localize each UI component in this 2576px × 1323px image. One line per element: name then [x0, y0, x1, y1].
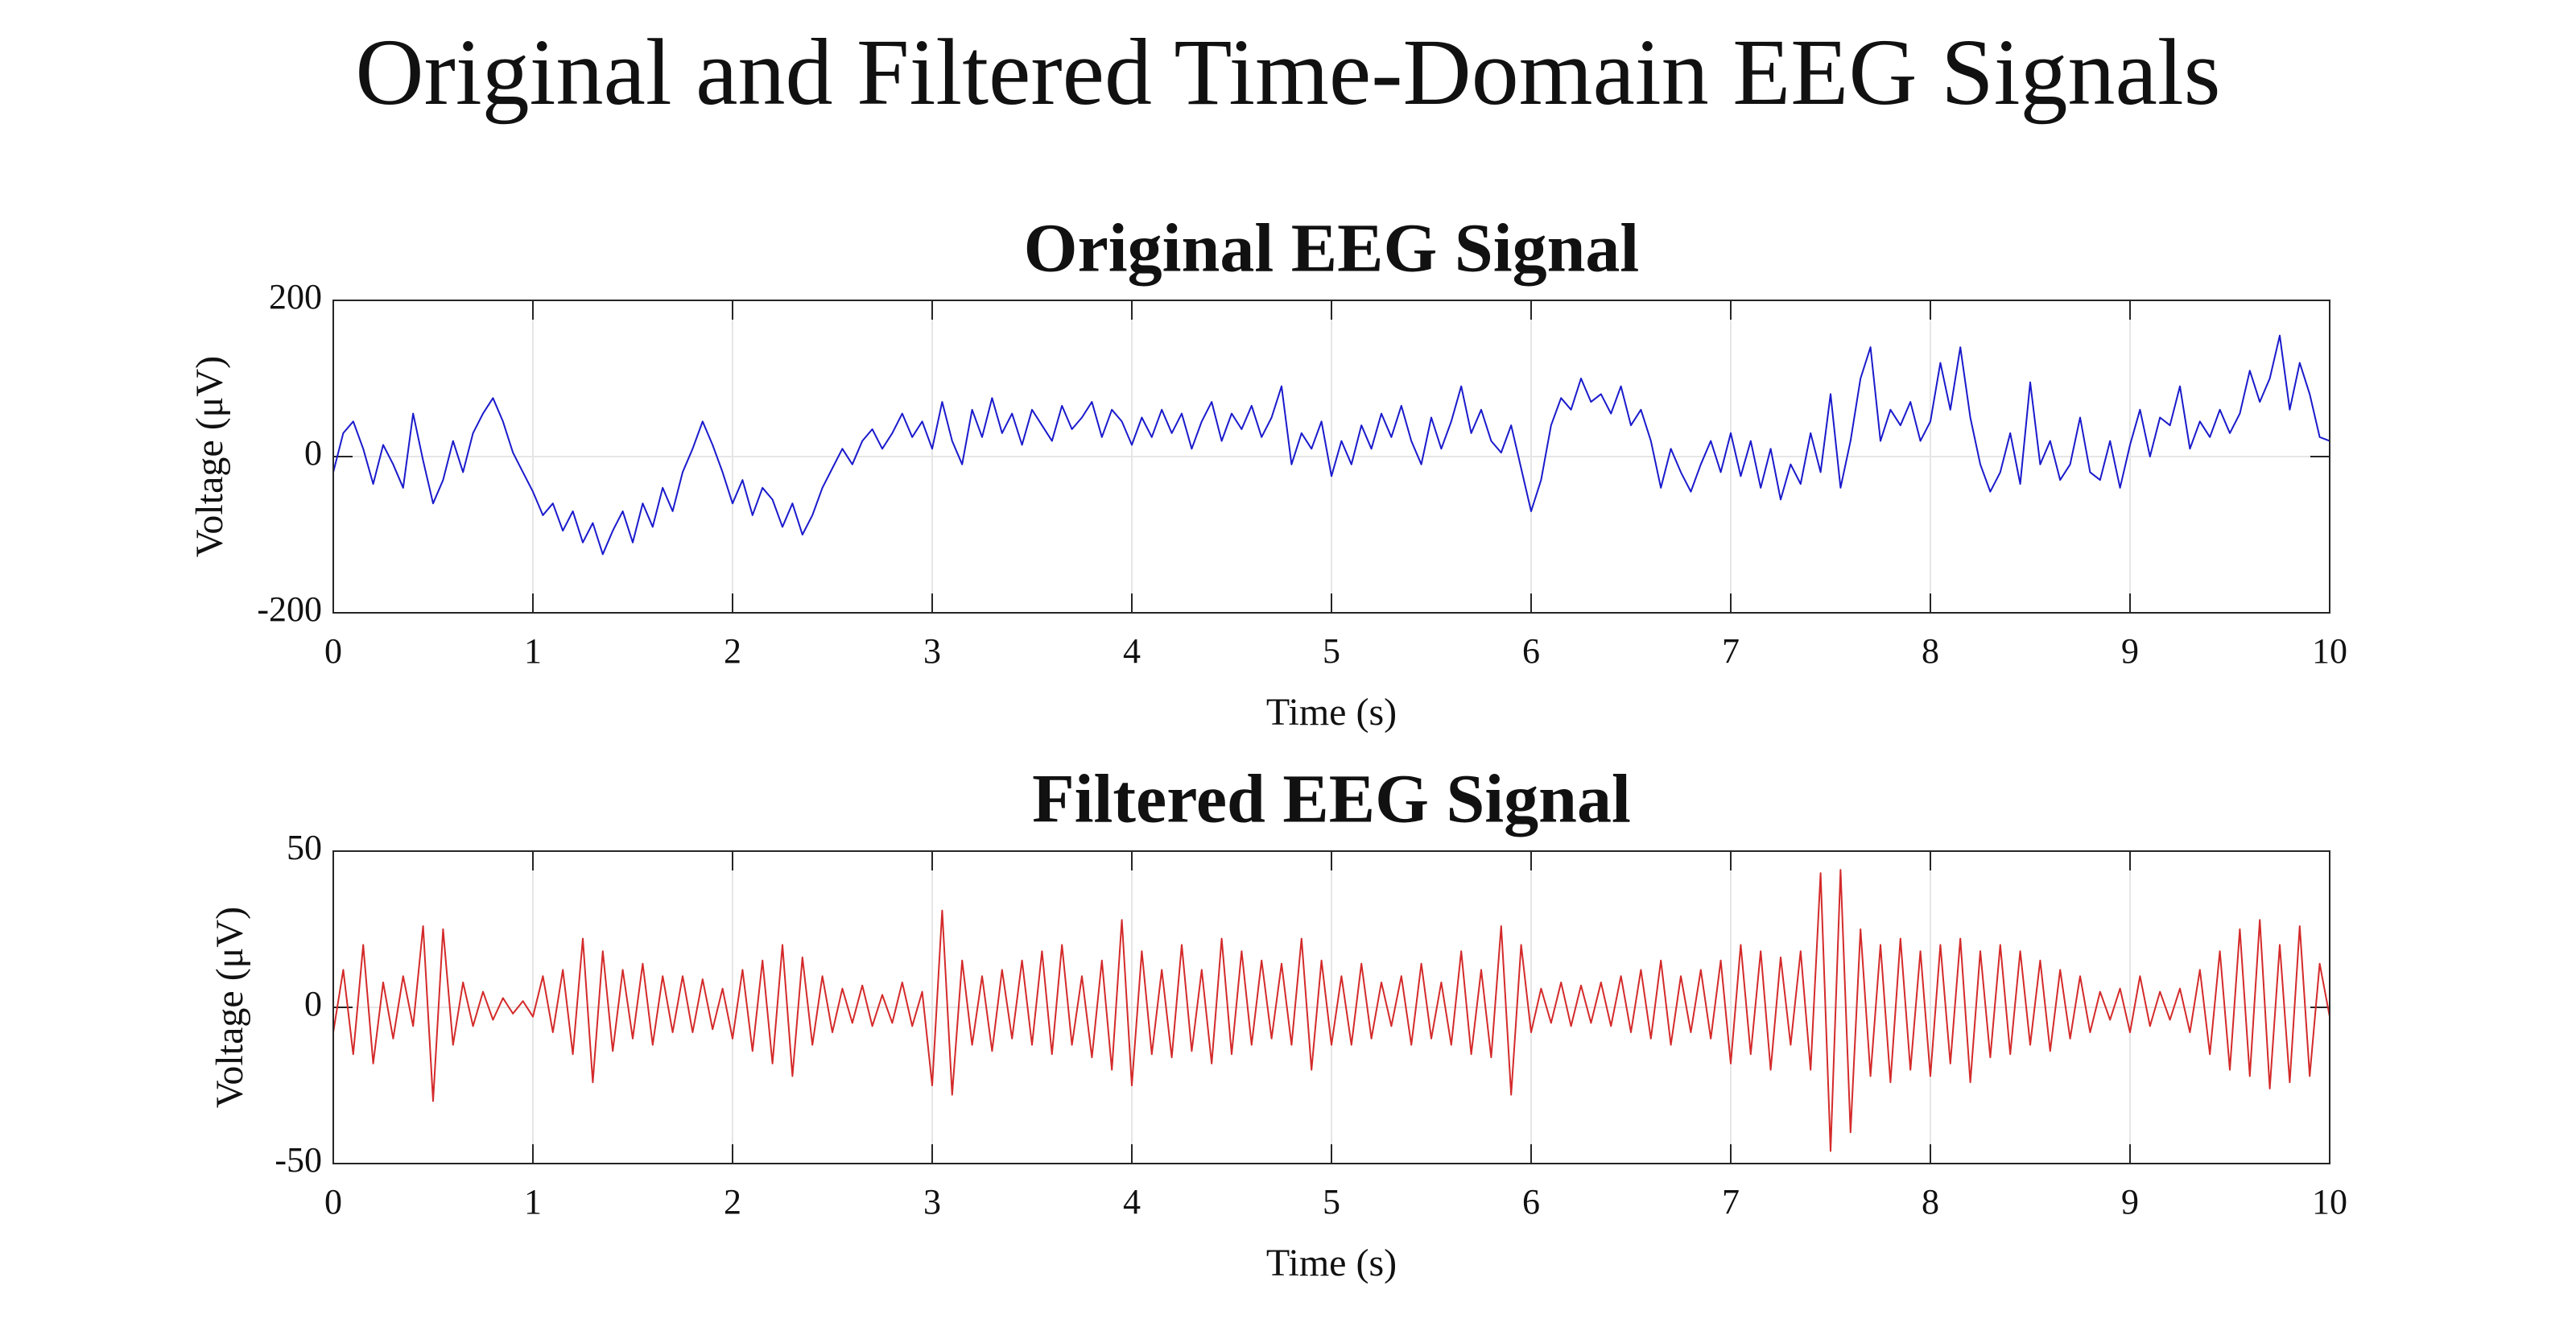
y-tick-label: 50: [287, 828, 322, 867]
x-tick-label: 6: [1522, 631, 1540, 671]
x-axis-label: Time (s): [1266, 1242, 1397, 1284]
y-tick-label: 0: [304, 984, 322, 1023]
x-tick-label: 10: [2312, 1182, 2347, 1222]
y-axis-label: Voltage (μV): [208, 907, 251, 1108]
x-tick-label: 8: [1922, 1182, 1939, 1222]
x-tick-label: 0: [324, 1182, 342, 1222]
x-tick-label: 7: [1722, 631, 1740, 671]
y-axis-label: Voltage (μV): [188, 356, 231, 557]
x-tick-label: 2: [724, 1182, 741, 1222]
x-tick-label: 8: [1922, 631, 1939, 671]
x-tick-label: 4: [1123, 631, 1141, 671]
x-tick-label: 4: [1123, 1182, 1141, 1222]
x-tick-label: 5: [1323, 631, 1340, 671]
x-tick-label: 3: [923, 631, 941, 671]
y-tick-label: -200: [257, 589, 322, 629]
axes-box: [332, 850, 2330, 1164]
y-tick-label: -50: [275, 1140, 322, 1180]
x-tick-label: 9: [2121, 631, 2139, 671]
signal-line: [332, 334, 2330, 556]
y-tick-label: 0: [304, 433, 322, 473]
x-tick-label: 1: [524, 1182, 542, 1222]
x-axis-label: Time (s): [1266, 691, 1397, 734]
x-tick-label: 5: [1323, 1182, 1340, 1222]
chart-title: Original EEG Signal: [1024, 209, 1640, 287]
x-tick-label: 3: [923, 1182, 941, 1222]
axes-box: [332, 300, 2330, 614]
signal-line: [332, 869, 2330, 1152]
x-tick-label: 1: [524, 631, 542, 671]
x-tick-label: 6: [1522, 1182, 1540, 1222]
x-tick-label: 10: [2312, 631, 2347, 671]
x-tick-label: 0: [324, 631, 342, 671]
chart-title: Filtered EEG Signal: [1032, 760, 1631, 837]
x-tick-label: 2: [724, 631, 741, 671]
x-tick-label: 9: [2121, 1182, 2139, 1222]
x-tick-label: 7: [1722, 1182, 1740, 1222]
figure-title: Original and Filtered Time-Domain EEG Si…: [355, 19, 2220, 125]
y-tick-label: 200: [269, 277, 322, 316]
